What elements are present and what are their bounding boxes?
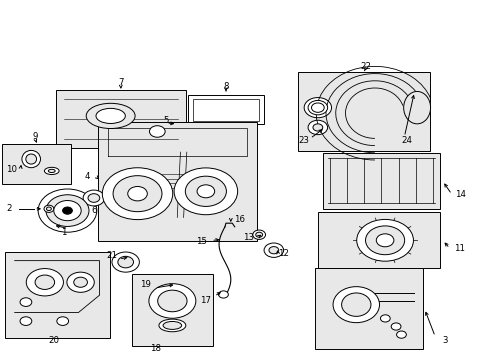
- Text: 6: 6: [91, 206, 97, 215]
- Text: 3: 3: [441, 336, 447, 345]
- Text: 4: 4: [84, 172, 90, 181]
- Circle shape: [197, 185, 214, 198]
- Circle shape: [304, 98, 331, 118]
- Ellipse shape: [341, 293, 370, 316]
- Text: 1: 1: [61, 228, 66, 237]
- Circle shape: [174, 168, 237, 215]
- Circle shape: [307, 120, 327, 135]
- Text: 8: 8: [223, 82, 228, 91]
- Circle shape: [74, 277, 87, 287]
- Circle shape: [113, 176, 162, 212]
- Circle shape: [185, 176, 226, 206]
- Text: 20: 20: [48, 336, 59, 345]
- Text: 19: 19: [140, 280, 151, 289]
- Text: 13: 13: [243, 233, 253, 242]
- Circle shape: [112, 252, 139, 272]
- Circle shape: [365, 226, 404, 255]
- Text: 12: 12: [278, 249, 288, 258]
- Circle shape: [148, 284, 196, 318]
- Bar: [193, 99, 259, 121]
- Circle shape: [268, 247, 278, 254]
- Circle shape: [311, 103, 324, 112]
- Circle shape: [44, 205, 54, 212]
- Circle shape: [67, 272, 94, 292]
- Text: 2: 2: [6, 204, 12, 213]
- Circle shape: [312, 124, 322, 131]
- Text: 24: 24: [401, 136, 411, 145]
- Circle shape: [20, 317, 32, 325]
- Circle shape: [376, 234, 393, 247]
- Bar: [188, 95, 264, 124]
- Bar: [5, 252, 110, 338]
- Text: 7: 7: [118, 78, 123, 87]
- Bar: [317, 212, 439, 268]
- Circle shape: [57, 317, 68, 325]
- Circle shape: [255, 232, 262, 237]
- Ellipse shape: [403, 91, 429, 124]
- Circle shape: [396, 331, 406, 338]
- Circle shape: [20, 298, 32, 306]
- Circle shape: [46, 195, 89, 226]
- Text: 23: 23: [298, 136, 309, 145]
- Text: 16: 16: [234, 215, 244, 224]
- Bar: [132, 274, 212, 346]
- Ellipse shape: [86, 103, 135, 129]
- Text: 17: 17: [200, 296, 210, 305]
- Circle shape: [307, 100, 327, 115]
- Bar: [298, 72, 429, 151]
- Circle shape: [356, 220, 413, 261]
- Bar: [56, 90, 185, 148]
- Ellipse shape: [332, 287, 379, 323]
- Text: 15: 15: [196, 237, 206, 246]
- Circle shape: [118, 256, 133, 268]
- Bar: [2, 144, 71, 184]
- Text: 14: 14: [454, 190, 465, 199]
- Ellipse shape: [26, 154, 37, 164]
- Text: 5: 5: [163, 116, 169, 125]
- Circle shape: [88, 194, 100, 202]
- Text: 22: 22: [360, 62, 370, 71]
- Circle shape: [83, 190, 104, 206]
- Text: 9: 9: [33, 132, 38, 141]
- Ellipse shape: [96, 108, 125, 123]
- Text: 21: 21: [106, 251, 117, 260]
- Ellipse shape: [159, 319, 185, 332]
- Circle shape: [157, 290, 186, 312]
- Text: 10: 10: [6, 165, 17, 174]
- Bar: [98, 122, 256, 241]
- Circle shape: [35, 275, 55, 289]
- Circle shape: [38, 189, 97, 232]
- Circle shape: [252, 230, 265, 239]
- Ellipse shape: [22, 150, 41, 168]
- Ellipse shape: [44, 167, 59, 175]
- Text: 18: 18: [150, 344, 161, 353]
- Circle shape: [127, 186, 147, 201]
- Circle shape: [149, 126, 165, 137]
- Bar: [322, 153, 439, 209]
- Circle shape: [26, 269, 63, 296]
- Circle shape: [46, 207, 51, 211]
- Circle shape: [264, 243, 283, 257]
- Circle shape: [380, 315, 389, 322]
- Circle shape: [390, 323, 400, 330]
- Ellipse shape: [163, 321, 182, 329]
- Ellipse shape: [48, 169, 55, 172]
- Circle shape: [102, 168, 172, 220]
- Circle shape: [218, 291, 228, 298]
- Text: 11: 11: [453, 244, 464, 253]
- Circle shape: [62, 207, 72, 214]
- Circle shape: [54, 201, 81, 221]
- Bar: [315, 268, 422, 349]
